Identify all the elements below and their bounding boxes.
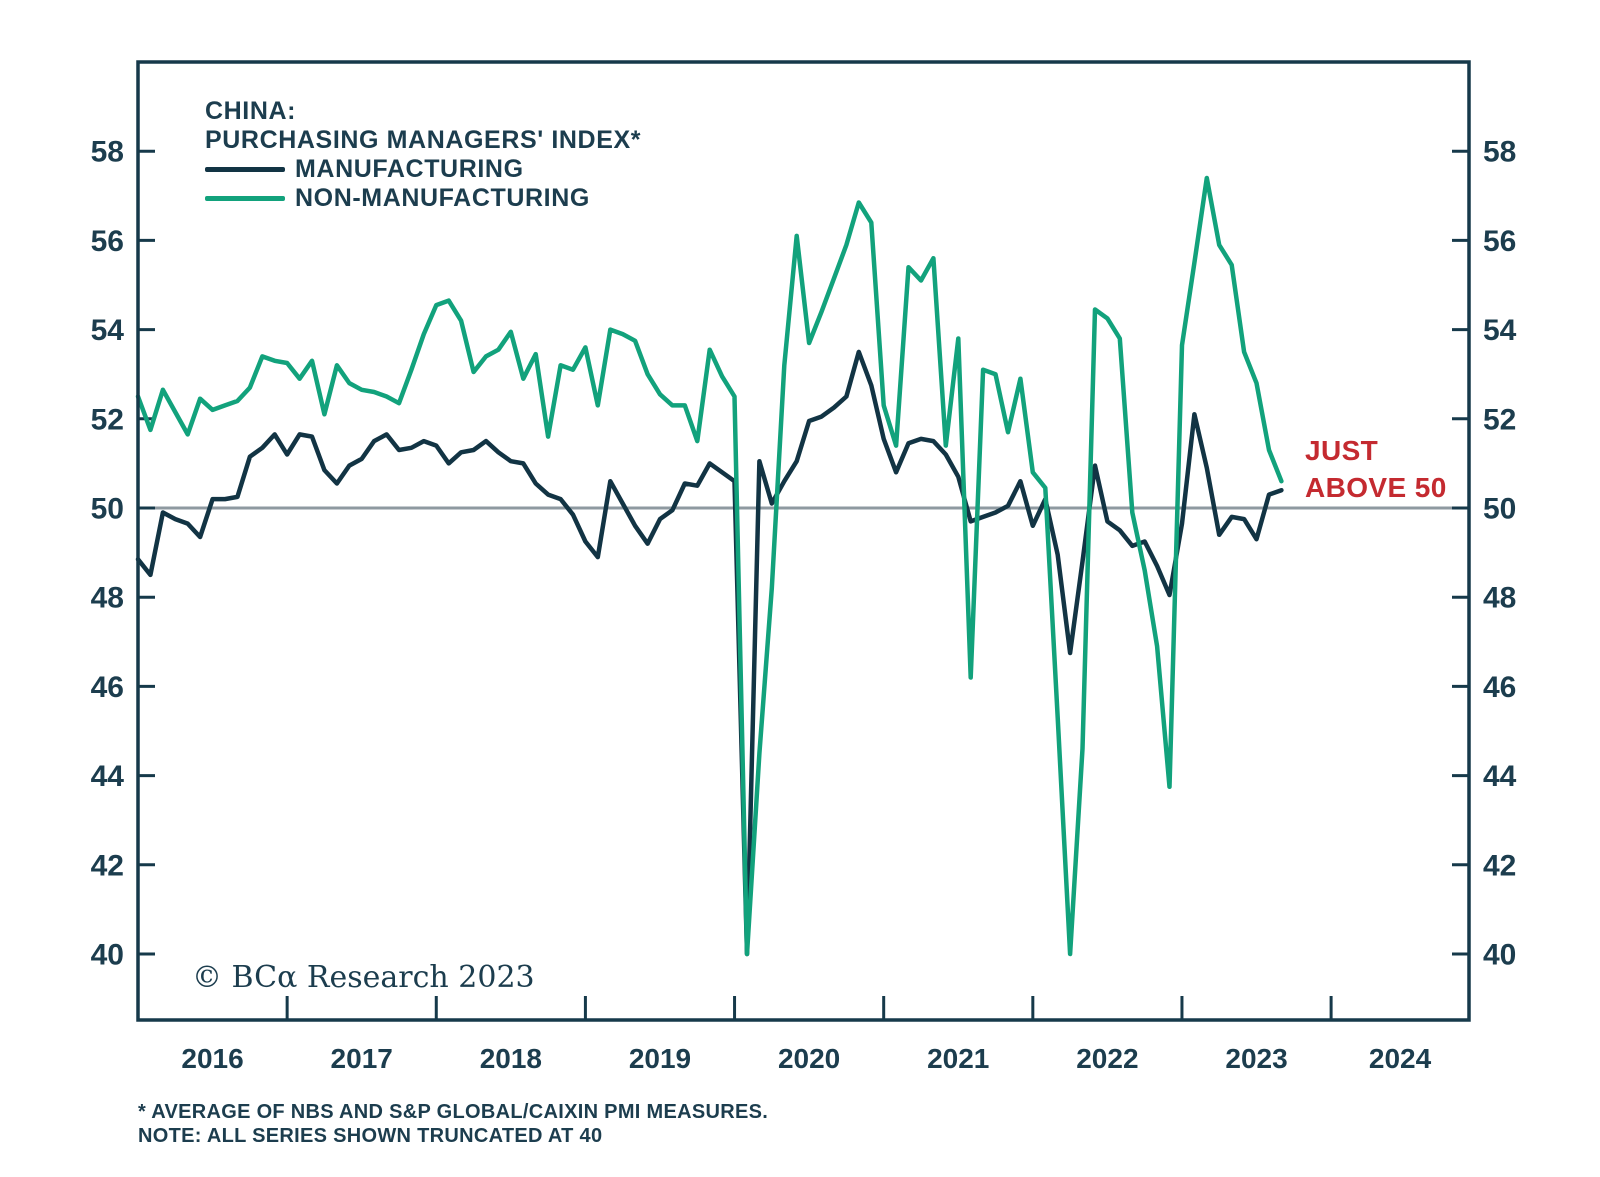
y-tick-label-left-40: 40 <box>91 939 124 972</box>
y-tick-label-left-50: 50 <box>91 493 124 526</box>
y-tick-label-right-58: 58 <box>1483 136 1516 169</box>
year-label-2017: 2017 <box>331 1043 393 1074</box>
y-tick-label-right-46: 46 <box>1483 671 1516 704</box>
y-tick-label-right-52: 52 <box>1483 403 1516 436</box>
non-manufacturing-line <box>135 175 1284 957</box>
just-above-50-annotation: JUST ABOVE 50 <box>1305 432 1447 506</box>
copyright-text: © BCα Research 2023 <box>192 960 535 995</box>
y-tick-label-right-50: 50 <box>1483 493 1516 526</box>
plot-border <box>136 60 1471 1022</box>
footnotes-block: * AVERAGE OF NBS AND S&P GLOBAL/CAIXIN P… <box>138 1100 768 1148</box>
y-tick-label-left-44: 44 <box>91 760 125 793</box>
y-tick-label-right-42: 42 <box>1483 849 1516 882</box>
legend-row-manufacturing: MANUFACTURING <box>205 155 641 184</box>
y-tick-label-right-48: 48 <box>1483 582 1516 615</box>
chart-title-line2: PURCHASING MANAGERS' INDEX* <box>205 126 642 154</box>
y-tick-label-left-52: 52 <box>91 403 124 436</box>
year-label-2018: 2018 <box>480 1043 542 1074</box>
y-tick-label-right-40: 40 <box>1483 939 1516 972</box>
legend-label-non-manufacturing: NON-MANUFACTURING <box>295 184 590 212</box>
year-label-2016: 2016 <box>181 1043 243 1074</box>
annotation-line1: JUST <box>1305 435 1379 466</box>
chart-title-line1: CHINA: <box>205 97 297 125</box>
y-tick-label-left-54: 54 <box>91 314 125 347</box>
non-manufacturing-line-swatch <box>205 196 285 201</box>
legend-label-manufacturing: MANUFACTURING <box>295 155 524 183</box>
footnote-1: * AVERAGE OF NBS AND S&P GLOBAL/CAIXIN P… <box>138 1101 769 1123</box>
annotation-line2: ABOVE 50 <box>1305 472 1447 503</box>
y-tick-label-left-46: 46 <box>91 671 124 704</box>
y-tick-label-right-44: 44 <box>1483 760 1517 793</box>
y-tick-label-left-58: 58 <box>91 136 124 169</box>
year-label-2022: 2022 <box>1076 1043 1138 1074</box>
manufacturing-line-swatch <box>205 167 285 172</box>
y-tick-label-left-42: 42 <box>91 849 124 882</box>
year-label-2024: 2024 <box>1369 1043 1432 1074</box>
year-label-2023: 2023 <box>1225 1043 1287 1074</box>
y-tick-label-left-56: 56 <box>91 225 124 258</box>
y-tick-label-left-48: 48 <box>91 582 124 615</box>
year-label-2020: 2020 <box>778 1043 840 1074</box>
legend-row-non-manufacturing: NON-MANUFACTURING <box>205 184 641 213</box>
manufacturing-line <box>135 349 1284 957</box>
year-label-2019: 2019 <box>629 1043 691 1074</box>
title-block: CHINA: PURCHASING MANAGERS' INDEX* MANUF… <box>205 97 641 213</box>
y-tick-label-right-56: 56 <box>1483 225 1516 258</box>
year-label-2021: 2021 <box>927 1043 989 1074</box>
footnote-2: NOTE: ALL SERIES SHOWN TRUNCATED AT 40 <box>138 1125 603 1147</box>
y-tick-label-right-54: 54 <box>1483 314 1517 347</box>
